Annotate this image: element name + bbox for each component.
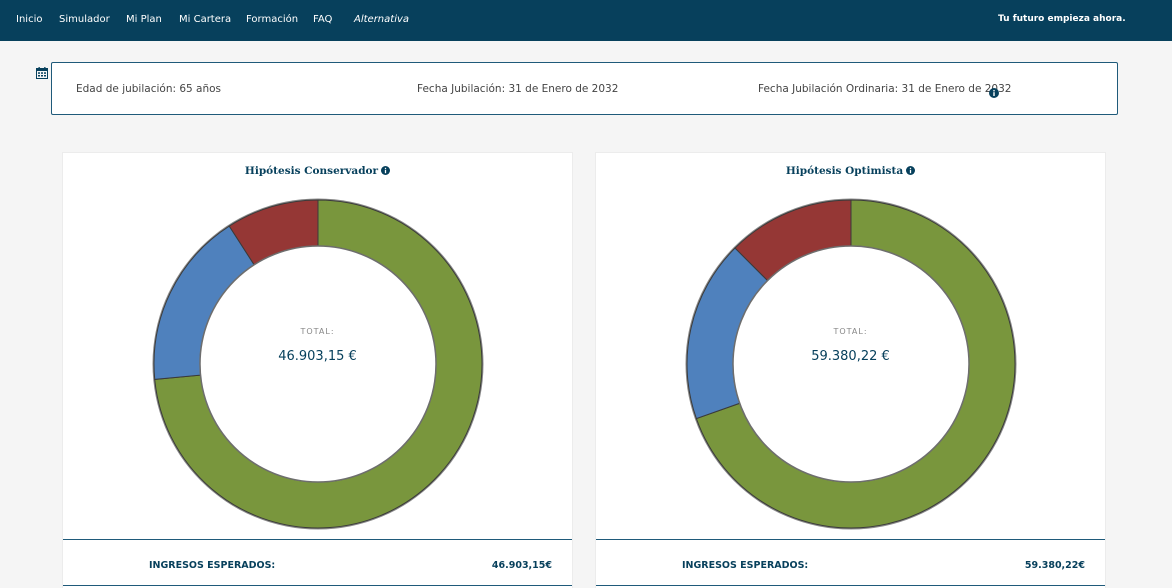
card-title-text: Hipótesis Conservador — [244, 165, 379, 177]
nav-inicio[interactable]: Inicio — [16, 14, 43, 25]
card-conservador: Hipótesis Conservador TOTAL: 46.903,15 €… — [62, 152, 573, 588]
ingresos-value: 59.380,22€ — [1024, 560, 1085, 571]
nav-formacion[interactable]: Formación — [246, 14, 299, 25]
card-title: Hipótesis Conservador — [63, 165, 572, 177]
nav-mi-cartera[interactable]: Mi Cartera — [179, 14, 232, 25]
calendar-icon — [36, 64, 48, 79]
tagline: Tu futuro empieza ahora. — [998, 14, 1126, 24]
total-value: 46.903,15 € — [278, 349, 357, 364]
total-label: TOTAL: — [833, 327, 868, 336]
fecha-jubilacion-ordinaria: Fecha Jubilación Ordinaria: 31 de Enero … — [758, 83, 1012, 95]
divider — [63, 585, 572, 586]
ingresos-label: INGRESOS ESPERADOS: — [682, 560, 809, 571]
card-title-text: Hipótesis Optimista — [785, 165, 904, 177]
nav-simulador[interactable]: Simulador — [59, 14, 110, 25]
ingresos-label: INGRESOS ESPERADOS: — [149, 560, 276, 571]
info-icon[interactable] — [381, 166, 391, 175]
donut-hole — [199, 245, 437, 483]
divider — [596, 585, 1105, 586]
nav-mi-plan[interactable]: Mi Plan — [126, 14, 162, 25]
nav-faq[interactable]: FAQ — [313, 14, 333, 25]
nav-alternativa[interactable]: Alternativa — [354, 14, 410, 25]
top-navbar: Inicio Simulador Mi Plan Mi Cartera Form… — [0, 0, 1172, 41]
info-icon[interactable] — [906, 166, 916, 175]
total-value: 59.380,22 € — [811, 349, 890, 364]
donut-hole — [732, 245, 970, 483]
divider — [63, 539, 572, 540]
ingresos-value: 46.903,15€ — [491, 560, 552, 571]
retirement-info-box: Edad de jubilación: 65 años Fecha Jubila… — [51, 62, 1118, 115]
card-optimista: Hipótesis Optimista TOTAL: 59.380,22 € I… — [595, 152, 1106, 588]
donut-chart-conservador — [152, 198, 484, 530]
donut-chart-optimista — [685, 198, 1017, 530]
fecha-jubilacion: Fecha Jubilación: 31 de Enero de 2032 — [417, 83, 619, 95]
divider — [596, 539, 1105, 540]
edad-jubilacion: Edad de jubilación: 65 años — [76, 83, 222, 95]
info-icon[interactable] — [989, 83, 999, 98]
card-title: Hipótesis Optimista — [596, 165, 1105, 177]
total-label: TOTAL: — [300, 327, 335, 336]
